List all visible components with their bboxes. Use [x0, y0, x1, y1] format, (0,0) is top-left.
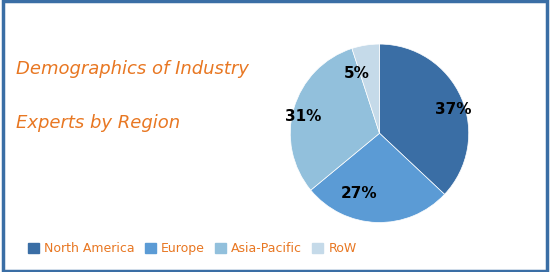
Text: Demographics of Industry: Demographics of Industry	[16, 60, 249, 78]
Wedge shape	[352, 44, 379, 133]
Text: 37%: 37%	[435, 102, 472, 117]
Text: Experts by Region: Experts by Region	[16, 114, 180, 132]
Text: 31%: 31%	[285, 109, 321, 124]
Wedge shape	[311, 133, 444, 222]
Wedge shape	[379, 44, 469, 194]
Text: 5%: 5%	[344, 66, 370, 81]
Wedge shape	[290, 48, 380, 190]
Legend: North America, Europe, Asia-Pacific, RoW: North America, Europe, Asia-Pacific, RoW	[23, 237, 361, 260]
Text: 27%: 27%	[341, 186, 378, 202]
